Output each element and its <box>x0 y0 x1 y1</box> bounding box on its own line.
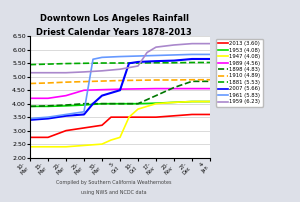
Text: Compiled by Southern California Weathernotes: Compiled by Southern California Weathern… <box>56 180 172 185</box>
Text: Downtown Los Angeles Rainfall: Downtown Los Angeles Rainfall <box>40 14 188 23</box>
Legend: 2013 (3.60), 1953 (4.08), 1947 (4.08), 1989 (4.56), 1898 (4.83), 1910 (4.89), 18: 2013 (3.60), 1953 (4.08), 1947 (4.08), 1… <box>216 39 263 106</box>
Text: using NWS and NCDC data: using NWS and NCDC data <box>81 190 147 195</box>
Text: Driest Calendar Years 1878-2013: Driest Calendar Years 1878-2013 <box>36 28 192 37</box>
